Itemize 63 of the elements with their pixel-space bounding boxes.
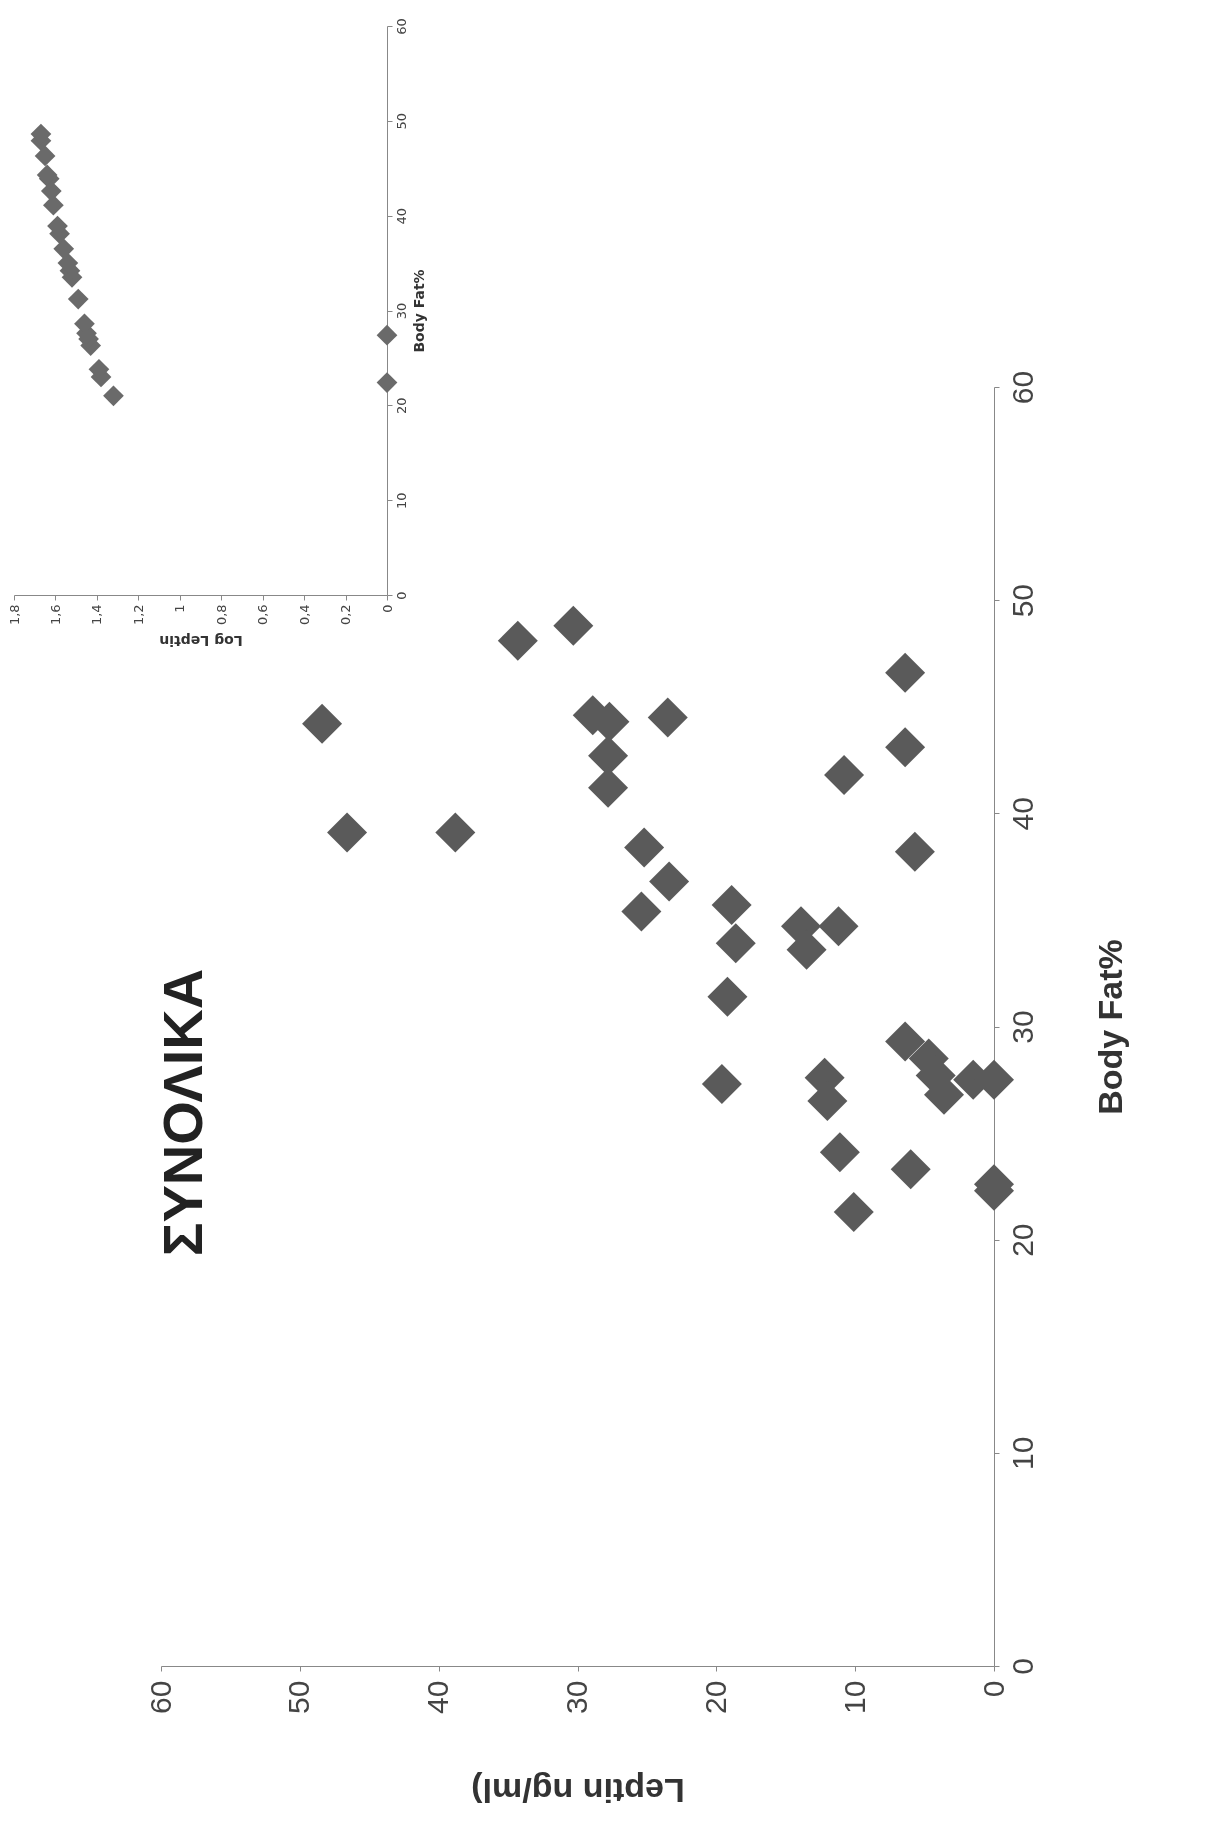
y-tick-label: 60 xyxy=(1005,370,1039,405)
x-axis-title: Leptin ng/ml) xyxy=(471,1771,685,1810)
point xyxy=(302,703,343,744)
point xyxy=(707,976,748,1017)
point xyxy=(824,754,865,795)
y-tick-label: 30 xyxy=(1005,1010,1039,1044)
y-tick-label: 20 xyxy=(394,397,410,415)
y-tick-label: 50 xyxy=(394,113,410,130)
x-tick-label: 1 xyxy=(172,604,188,613)
point xyxy=(885,727,926,768)
point xyxy=(553,605,594,646)
point xyxy=(711,884,752,925)
x-tick-label: 0,2 xyxy=(338,604,354,626)
y-tick-label: 10 xyxy=(394,492,410,509)
x-tick-label: 1,4 xyxy=(89,604,105,626)
point xyxy=(894,831,935,872)
y-tick-label: 0 xyxy=(394,591,410,600)
x-tick-label: 30 xyxy=(560,1680,593,1714)
x-tick-label: 0,8 xyxy=(213,604,229,626)
x-tick-label: 0,4 xyxy=(296,604,312,626)
point xyxy=(103,385,124,407)
y-tick-label: 40 xyxy=(1005,797,1039,831)
x-tick-label: 10 xyxy=(837,1680,871,1714)
point xyxy=(621,891,662,932)
y-axis-title: Body Fat% xyxy=(411,269,428,353)
y-tick-label: 20 xyxy=(1005,1223,1039,1257)
point xyxy=(376,324,398,346)
y-axis-title: Body Fat% xyxy=(1090,939,1129,1115)
x-axis-title: Log Leptin xyxy=(159,633,243,650)
x-tick-label: 20 xyxy=(698,1680,732,1714)
point xyxy=(53,238,75,260)
text: ΣΥΝΟΛΙΚΑ xyxy=(151,968,214,1257)
point xyxy=(624,827,665,868)
point xyxy=(833,1191,874,1232)
x-tick-label: 60 xyxy=(143,1680,177,1714)
point xyxy=(497,620,538,661)
point xyxy=(67,288,89,310)
point xyxy=(327,812,368,853)
point xyxy=(715,923,756,964)
y-tick-label: 0 xyxy=(1005,1658,1039,1675)
x-tick-label: 0 xyxy=(976,1680,1010,1698)
x-tick-label: 0 xyxy=(379,604,395,613)
point xyxy=(885,1021,926,1062)
point xyxy=(890,1149,931,1190)
point xyxy=(701,1064,742,1105)
x-tick-label: 50 xyxy=(282,1680,316,1714)
y-tick-label: 10 xyxy=(1005,1436,1039,1471)
x-tick-label: 1,6 xyxy=(47,604,63,626)
y-tick-label: 60 xyxy=(394,18,410,35)
x-tick-label: 1,8 xyxy=(6,604,22,626)
point xyxy=(818,906,859,947)
point xyxy=(376,372,398,393)
x-tick-label: 1,2 xyxy=(130,604,146,626)
point xyxy=(435,812,476,853)
point xyxy=(819,1132,860,1173)
y-tick-label: 30 xyxy=(394,302,410,320)
point xyxy=(885,652,926,693)
point xyxy=(34,145,56,167)
x-tick-label: 0,6 xyxy=(255,604,271,626)
x-tick-label: 40 xyxy=(421,1680,455,1714)
point xyxy=(647,697,688,738)
y-tick-label: 40 xyxy=(394,207,410,225)
point xyxy=(649,861,690,902)
